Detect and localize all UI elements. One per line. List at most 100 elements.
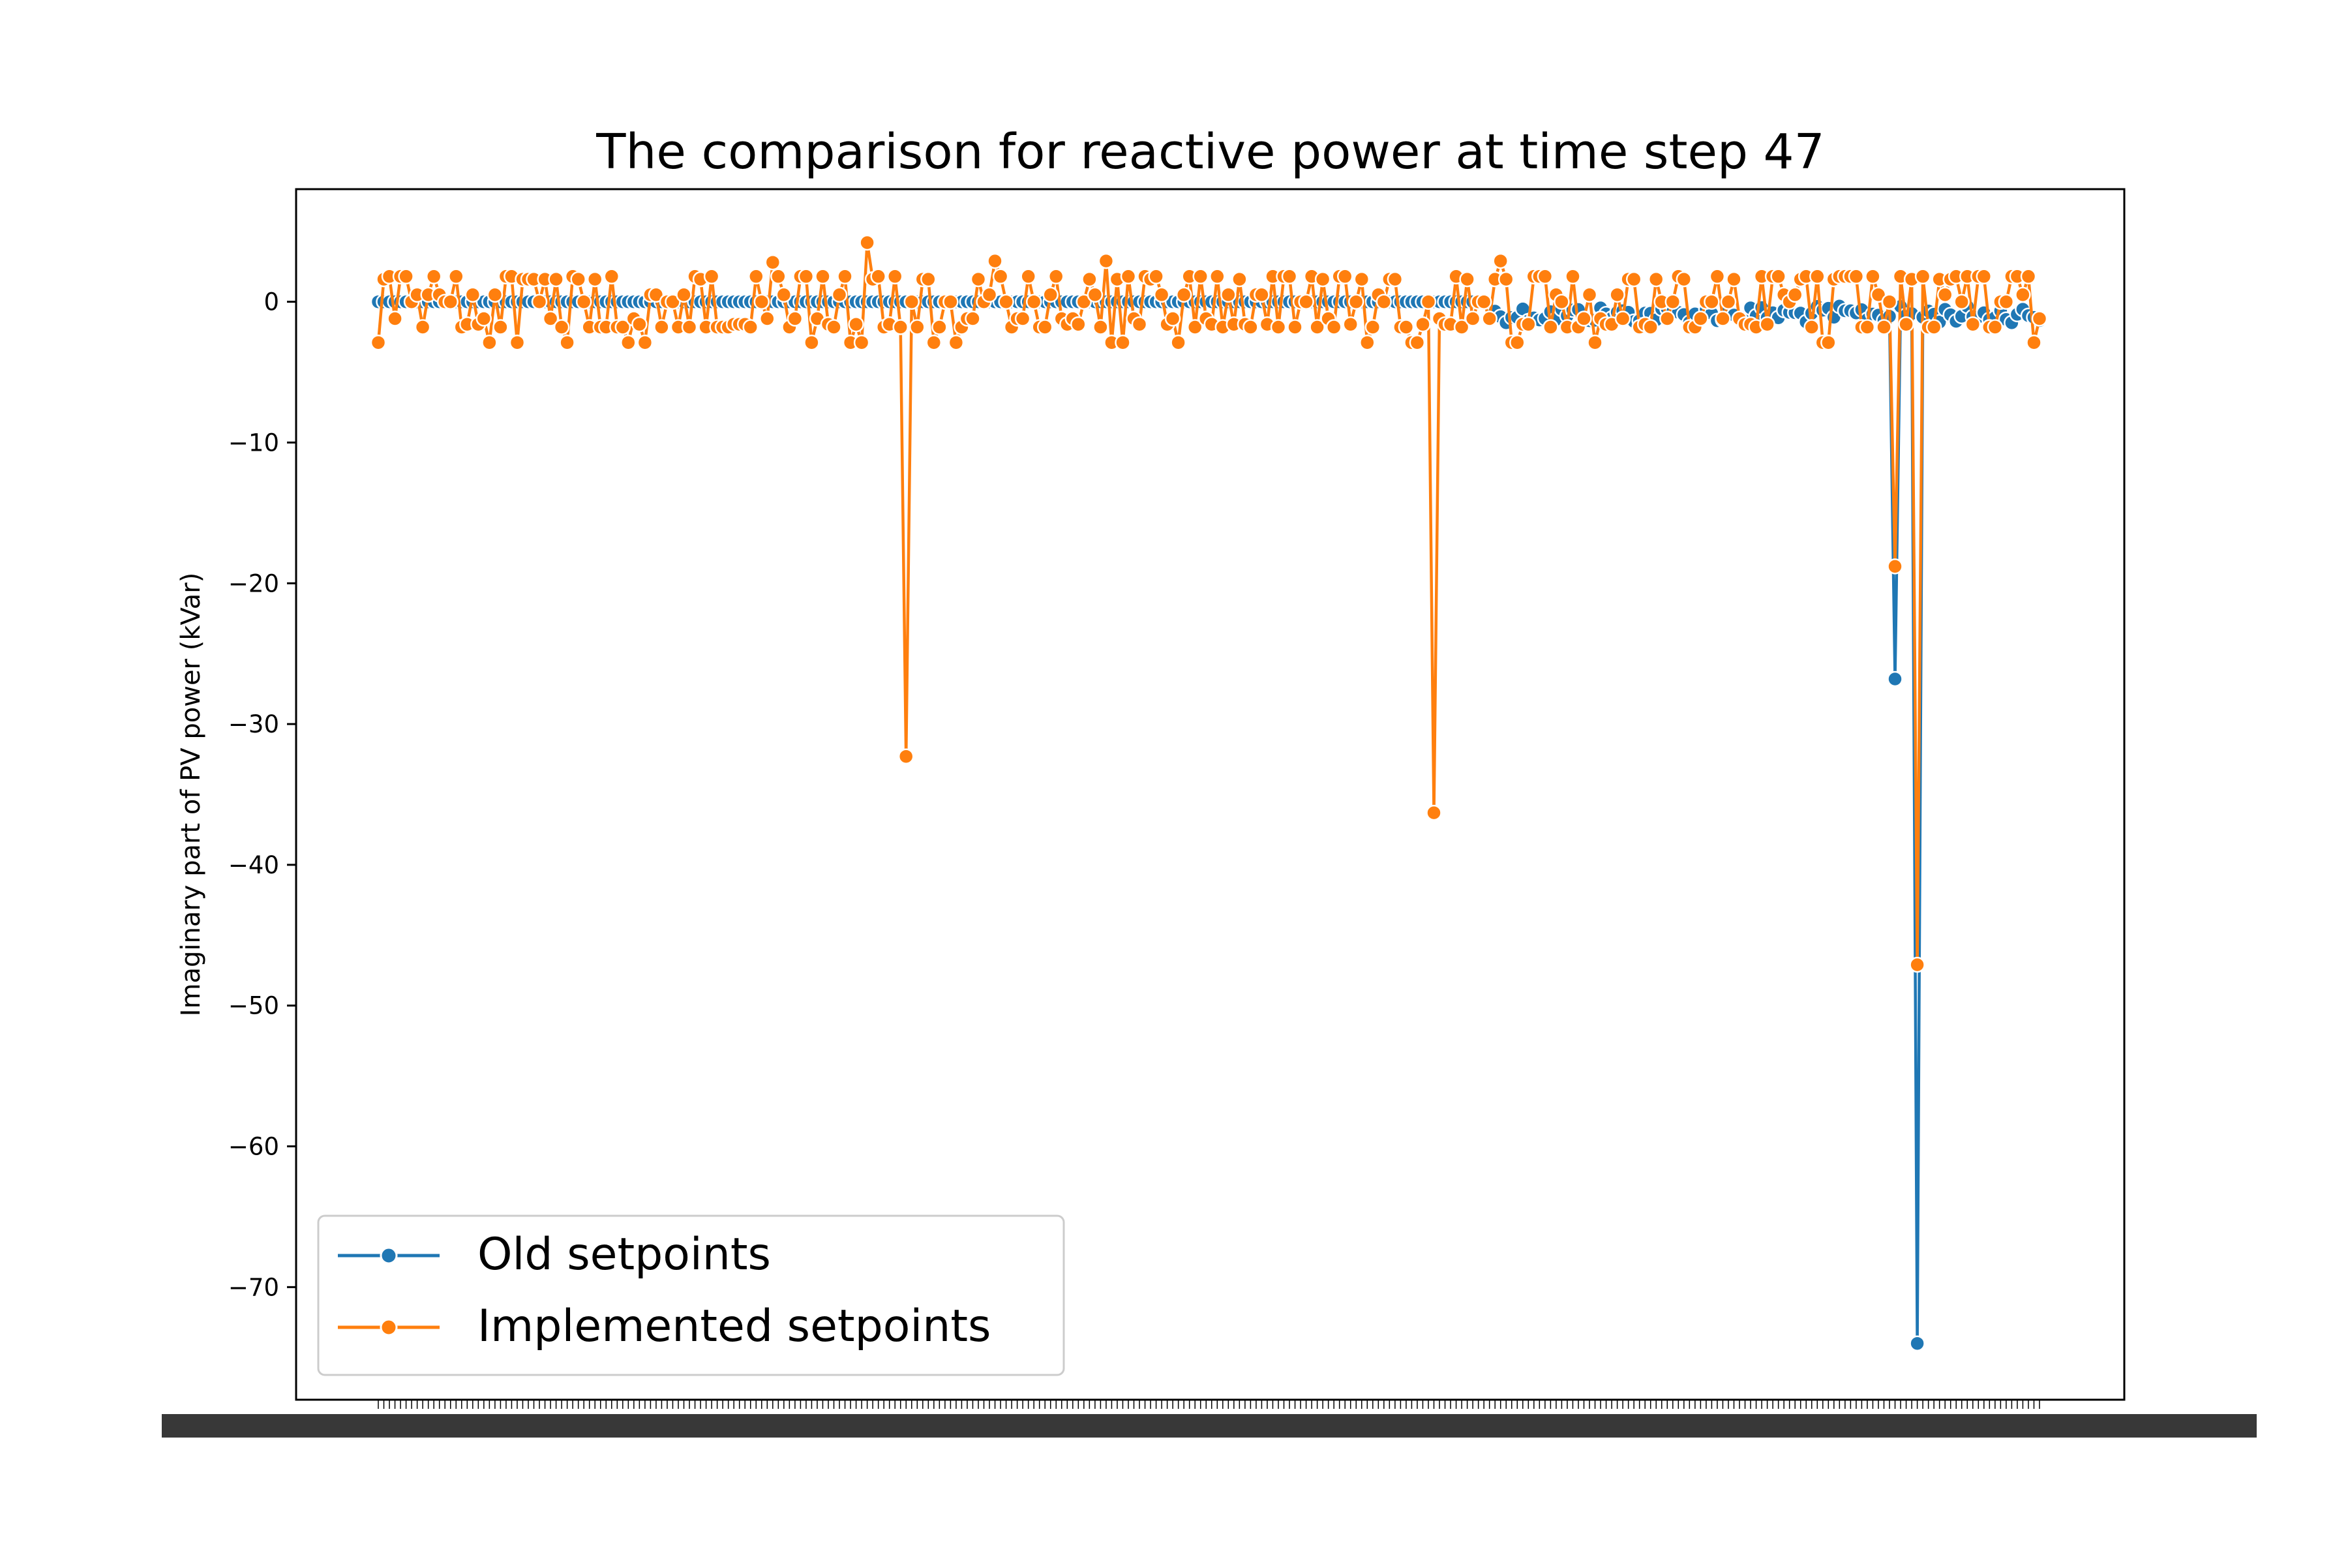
implemented-setpoints-point (681, 319, 698, 335)
implemented-setpoints-point (1870, 286, 1887, 303)
implemented-setpoints-point (387, 310, 403, 327)
implemented-setpoints-point (970, 271, 987, 288)
implemented-setpoints-point (1475, 294, 1492, 310)
implemented-setpoints-point (942, 294, 959, 310)
x-tick-labels-overlap (162, 1414, 2257, 1438)
implemented-setpoints-point (1537, 268, 1554, 285)
implemented-setpoints-point (831, 286, 848, 303)
chart-title: The comparison for reactive power at tim… (595, 124, 1824, 180)
implemented-setpoints-point (1170, 334, 1186, 351)
x-tick-layer (162, 1400, 2257, 1438)
implemented-setpoints-point (370, 334, 387, 351)
implemented-setpoints-point (1693, 310, 1709, 327)
implemented-setpoints-point (886, 268, 903, 285)
implemented-setpoints-point (1953, 294, 1970, 310)
implemented-setpoints-point (1642, 319, 1659, 335)
implemented-setpoints-point (1881, 294, 1898, 310)
implemented-setpoints-point (1664, 294, 1681, 310)
implemented-setpoints-point (1704, 294, 1720, 310)
implemented-setpoints-point (1231, 271, 1248, 288)
implemented-setpoints-point (853, 334, 870, 351)
implemented-setpoints-point (948, 334, 965, 351)
implemented-setpoints-point (1543, 319, 1559, 335)
implemented-setpoints-line (376, 241, 2041, 967)
implemented-setpoints-point (1387, 271, 1404, 288)
implemented-setpoints-point (620, 334, 637, 351)
implemented-setpoints-point (870, 268, 886, 285)
implemented-setpoints-point (1087, 286, 1104, 303)
implemented-setpoints-point (1192, 268, 1209, 285)
implemented-setpoints-point (1025, 294, 1042, 310)
implemented-setpoints-point (1520, 316, 1537, 333)
implemented-setpoints-point (931, 319, 948, 335)
y-tick-label: −10 (228, 429, 279, 457)
implemented-setpoints-point (509, 334, 526, 351)
implemented-setpoints-point (1987, 319, 2004, 335)
implemented-setpoints-point (987, 252, 1003, 269)
implemented-setpoints-point (1726, 271, 1742, 288)
legend: Old setpoints Implemented setpoints (317, 1214, 1065, 1376)
old-setpoints-point (1887, 671, 1903, 687)
implemented-setpoints-point (1398, 319, 1415, 335)
implemented-setpoints-point (1492, 252, 1509, 269)
implemented-setpoints-point (1281, 268, 1298, 285)
implemented-setpoints-point (1914, 268, 1931, 285)
implemented-setpoints-point (603, 268, 620, 285)
implemented-setpoints-point (1964, 316, 1981, 333)
implemented-setpoints-series (370, 234, 2048, 973)
implemented-setpoints-point (742, 319, 759, 335)
implemented-setpoints-point (1014, 310, 1031, 327)
implemented-setpoints-point (464, 286, 481, 303)
implemented-setpoints-point (1298, 294, 1314, 310)
implemented-setpoints-point (770, 268, 787, 285)
implemented-setpoints-point (892, 319, 909, 335)
implemented-setpoints-point (1153, 286, 1170, 303)
implemented-setpoints-point (1565, 268, 1581, 285)
implemented-setpoints-point (1464, 310, 1481, 327)
y-axis-label: Imaginary part of PV power (kVar) (176, 573, 206, 1017)
implemented-setpoints-point (1709, 268, 1726, 285)
implemented-setpoints-point (2031, 310, 2048, 327)
plot-area: 0 −10 −20 −30 −40 −50 −60 −70 (162, 188, 2257, 1438)
implemented-setpoints-point (1659, 310, 1676, 327)
implemented-setpoints-point (676, 286, 692, 303)
y-tick-label: −30 (228, 710, 279, 738)
implemented-setpoints-point (475, 310, 492, 327)
implemented-setpoints-point (998, 294, 1014, 310)
implemented-setpoints-point (992, 268, 1009, 285)
implemented-setpoints-point (837, 268, 853, 285)
implemented-setpoints-point (1715, 310, 1731, 327)
implemented-setpoints-point (815, 268, 831, 285)
implemented-setpoints-point (1325, 319, 1342, 335)
y-tick-label: −50 (228, 992, 279, 1020)
implemented-setpoints-point (1036, 319, 1053, 335)
implemented-setpoints-point (553, 319, 570, 335)
implemented-setpoints-point (804, 334, 820, 351)
implemented-setpoints-point (1270, 319, 1287, 335)
implemented-setpoints-point (1081, 271, 1098, 288)
y-tick-label: −60 (228, 1133, 279, 1161)
implemented-setpoints-point (481, 334, 498, 351)
implemented-setpoints-point (1076, 294, 1092, 310)
old-setpoints-point (1909, 1335, 1925, 1351)
implemented-setpoints-point (2026, 334, 2042, 351)
implemented-setpoints-point (703, 268, 720, 285)
implemented-setpoints-point (859, 234, 875, 251)
implemented-setpoints-point (665, 294, 681, 310)
legend-label-implemented-setpoints: Implemented setpoints (477, 1301, 991, 1352)
legend-box (317, 1214, 1065, 1376)
implemented-setpoints-point (1042, 286, 1059, 303)
implemented-setpoints-point (1020, 268, 1036, 285)
implemented-setpoints-point (1336, 268, 1353, 285)
implemented-setpoints-point (759, 310, 775, 327)
implemented-setpoints-point (542, 310, 559, 327)
implemented-setpoints-point (614, 319, 631, 335)
implemented-setpoints-point (1848, 268, 1865, 285)
implemented-setpoints-point (1554, 294, 1570, 310)
implemented-setpoints-point (1120, 268, 1137, 285)
y-tick-label: 0 (263, 288, 279, 316)
implemented-setpoints-point (2015, 286, 2031, 303)
implemented-setpoints-point (1098, 252, 1115, 269)
implemented-setpoints-point (586, 271, 603, 288)
implemented-setpoints-point (909, 319, 926, 335)
